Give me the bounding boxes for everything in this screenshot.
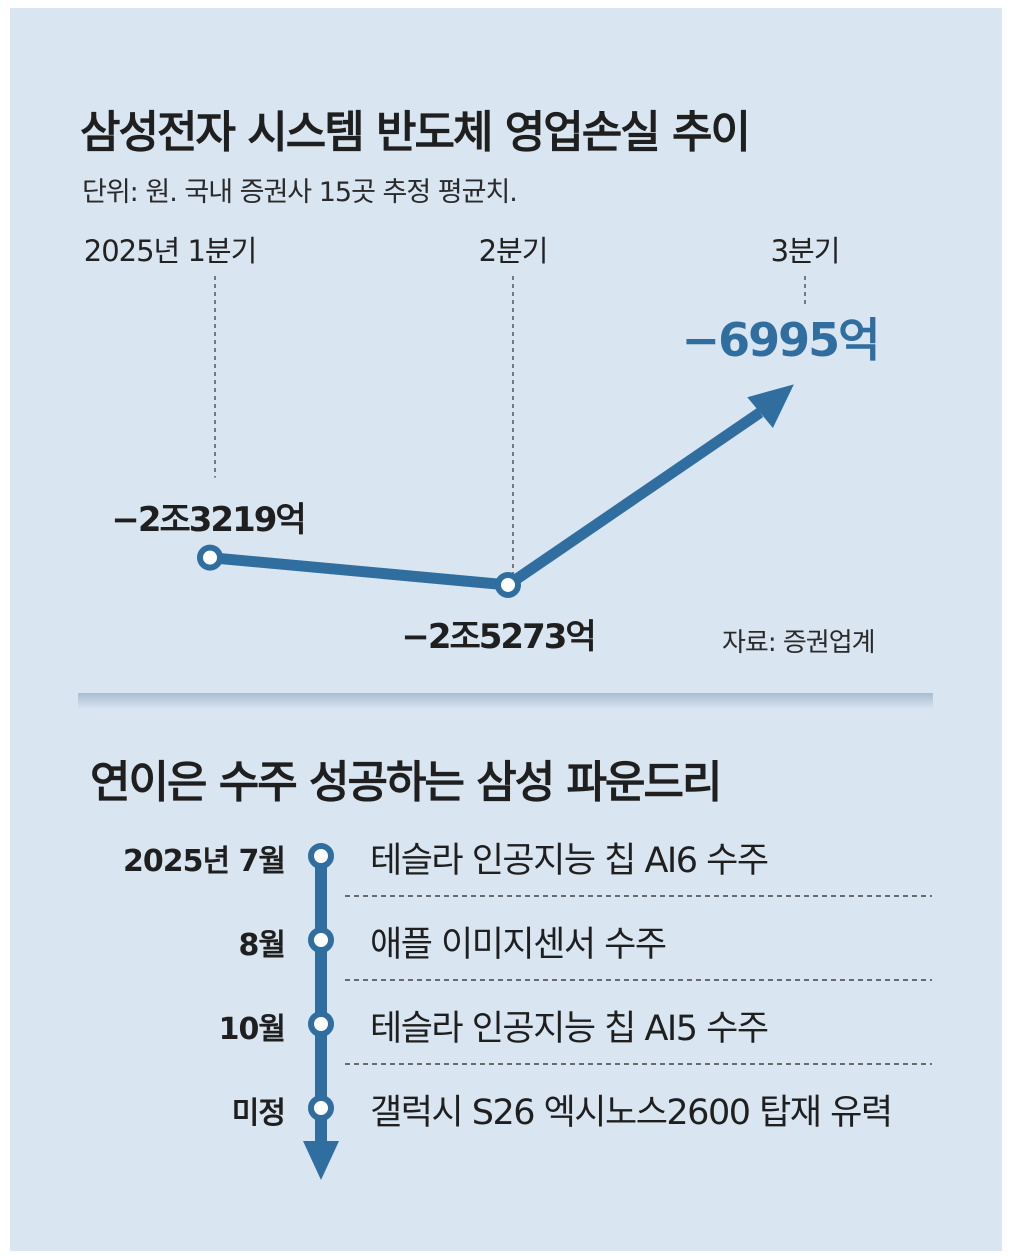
- timeline-node-1: [308, 843, 334, 869]
- chart-canvas: [78, 276, 933, 1180]
- data-label-3: −6995억: [681, 313, 881, 367]
- timeline-title: 연이은 수주 성공하는 삼성 파운드리: [90, 757, 722, 808]
- timeline-node-3: [308, 1011, 334, 1037]
- source-note: 자료: 증권업계: [722, 628, 876, 658]
- timeline-node-4: [308, 1095, 334, 1121]
- category-label-3: 3분기: [770, 234, 841, 268]
- timeline-event-1: 테슬라 인공지능 칩 AI6 수주: [370, 841, 769, 881]
- data-point-2: [495, 571, 521, 598]
- infographic-card: 삼성전자 시스템 반도체 영업손실 추이 단위: 원. 국내 증권사 15곳 추…: [10, 8, 1002, 1251]
- timeline-node-2: [308, 927, 334, 953]
- timeline-event-2: 애플 이미지센서 수주: [370, 925, 667, 965]
- category-label-1: 2025년 1분기: [83, 234, 258, 268]
- timeline-date-2: 8월: [238, 928, 286, 963]
- timeline-date-1: 2025년 7월: [122, 844, 286, 879]
- chart-title: 삼성전자 시스템 반도체 영업손실 추이: [80, 107, 751, 158]
- data-point-1: [197, 544, 223, 571]
- series-arrowhead: [747, 384, 794, 428]
- timeline-event-4: 갤럭시 S26 엑시노스2600 탑재 유력: [370, 1093, 893, 1133]
- timeline-event-3: 테슬라 인공지능 칩 AI5 수주: [370, 1009, 769, 1049]
- data-label-2: −2조5273억: [401, 616, 596, 657]
- section-divider: [78, 693, 933, 709]
- timeline-date-3: 10월: [218, 1012, 286, 1047]
- data-label-1: −2조3219억: [111, 499, 306, 540]
- timeline-arrowhead: [303, 1141, 339, 1180]
- chart-subtitle: 단위: 원. 국내 증권사 15곳 추정 평균치.: [82, 177, 518, 208]
- category-label-2: 2분기: [478, 234, 549, 268]
- timeline-date-4: 미정: [231, 1096, 286, 1131]
